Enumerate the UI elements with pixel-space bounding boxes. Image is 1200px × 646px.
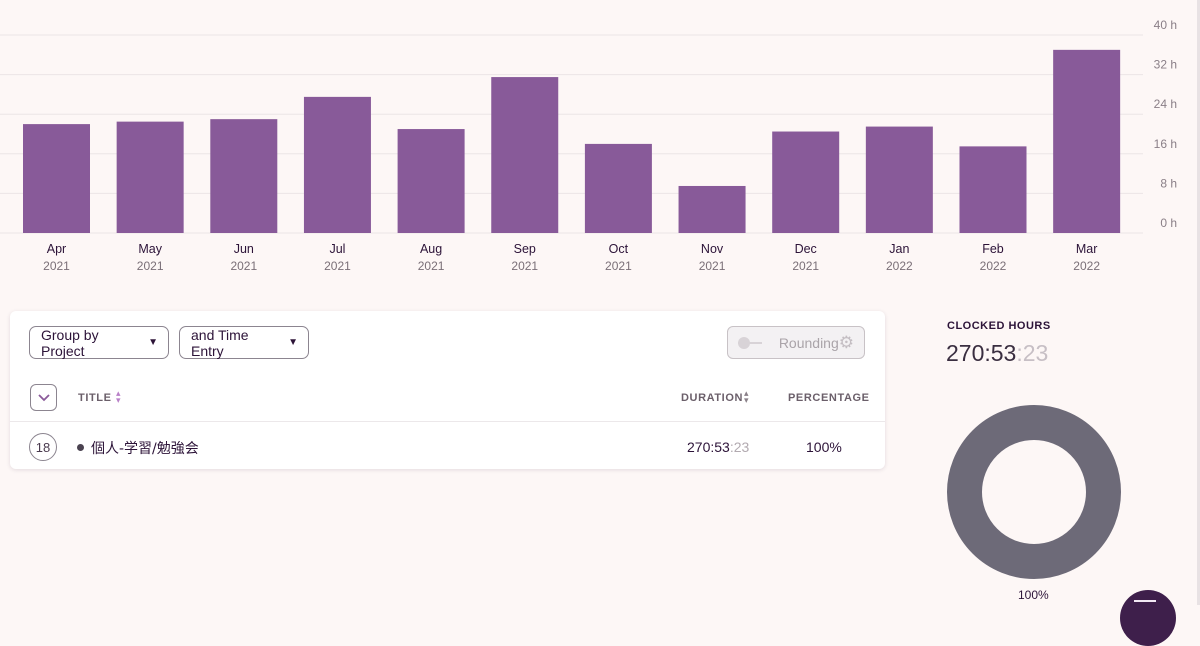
y-axis-ticks: 0 h 8 h 16 h 24 h 32 h 40 h: [1154, 18, 1177, 230]
y-tick-label: 40 h: [1154, 18, 1177, 32]
x-tick-label: Dec: [795, 242, 817, 256]
menu-icon: [1134, 600, 1156, 608]
chart-bar[interactable]: [116, 121, 184, 233]
y-tick-label: 16 h: [1154, 137, 1177, 151]
x-tick-label: May: [138, 242, 162, 256]
project-donut-chart: [947, 405, 1121, 579]
x-tick-label: Jan: [889, 242, 909, 256]
x-tick-year-label: 2021: [137, 259, 164, 273]
project-title[interactable]: 個人-学習/勉強会: [91, 441, 199, 457]
donut-percentage-label: 100%: [1018, 588, 1049, 602]
chart-bar[interactable]: [491, 77, 559, 233]
x-tick-year-label: 2021: [699, 259, 726, 273]
clocked-hours-label: CLOCKED HOURS: [947, 320, 1051, 332]
row-duration-seconds: :23: [729, 439, 750, 455]
row-percentage: 100%: [806, 439, 842, 455]
y-tick-label: 0 h: [1160, 216, 1177, 230]
chart-gridlines: [0, 34, 1143, 234]
chart-bar[interactable]: [1053, 49, 1121, 233]
entry-count: 18: [35, 439, 51, 455]
y-tick-label: 32 h: [1154, 58, 1177, 72]
subgroup-label: and Time Entry: [191, 326, 249, 359]
entry-count-badge[interactable]: 18: [29, 433, 57, 461]
report-table-panel: Group by Project ▼ and Time Entry ▼ Roun…: [10, 311, 885, 469]
y-tick-label: 24 h: [1154, 97, 1177, 111]
rounding-toggle[interactable]: Rounding ⚙: [727, 326, 865, 359]
x-tick-year-label: 2022: [980, 259, 1007, 273]
x-tick-label: Apr: [47, 242, 66, 256]
chevron-down-icon: [37, 393, 50, 401]
x-tick-year-label: 2021: [43, 259, 70, 273]
clocked-hours-main: 270:53: [946, 340, 1017, 366]
x-tick-year-label: 2021: [324, 259, 351, 273]
chart-bar[interactable]: [397, 129, 465, 233]
chart-bar[interactable]: [303, 96, 371, 233]
hours-bar-chart: 0 h 8 h 16 h 24 h 32 h 40 h Apr 2021 May 2021 Jun…: [0, 18, 1177, 273]
chart-bar[interactable]: [959, 146, 1027, 233]
x-tick-year-label: 2021: [792, 259, 819, 273]
x-axis-ticks: Apr 2021 May 2021 Jun 2021 Jul 2021 Aug 2021 Sep 20…: [43, 242, 1100, 273]
gear-icon[interactable]: ⚙: [838, 332, 854, 352]
y-tick-label: 8 h: [1160, 176, 1177, 190]
chart-bar[interactable]: [23, 124, 90, 233]
toggle-switch[interactable]: [738, 336, 762, 349]
x-tick-label: Jul: [329, 242, 345, 256]
sort-icon[interactable]: ▴ ▾: [116, 388, 121, 405]
x-tick-year-label: 2022: [1073, 259, 1100, 273]
chart-bars: [23, 49, 1121, 233]
column-header-percentage: PERCENTAGE: [788, 392, 870, 404]
project-color-dot: [77, 444, 84, 451]
chart-bar[interactable]: [865, 126, 933, 233]
group-by-dropdown[interactable]: Group by Project ▼: [29, 326, 169, 359]
group-by-label: Group by Project: [41, 326, 99, 359]
x-tick-year-label: 2022: [886, 259, 913, 273]
x-tick-label: Nov: [701, 242, 724, 256]
add-entry-fab[interactable]: [1120, 590, 1176, 646]
chart-bar[interactable]: [210, 119, 278, 233]
x-tick-label: Aug: [420, 242, 442, 256]
x-tick-label: Sep: [514, 242, 536, 256]
clocked-hours-seconds: :23: [1016, 340, 1049, 366]
column-header-title[interactable]: TITLE: [78, 392, 112, 404]
x-tick-label: Jun: [234, 242, 254, 256]
x-tick-label: Oct: [609, 242, 629, 256]
row-duration: 270:53:23: [687, 439, 749, 455]
clocked-hours-value: 270:53:23: [946, 340, 1048, 367]
row-duration-main: 270:53: [687, 439, 730, 455]
chart-bar[interactable]: [678, 185, 746, 233]
expand-all-button[interactable]: [30, 384, 57, 411]
column-header-duration[interactable]: DURATION: [681, 392, 744, 404]
subgroup-dropdown[interactable]: and Time Entry ▼: [179, 326, 309, 359]
x-tick-year-label: 2021: [418, 259, 445, 273]
x-tick-label: Mar: [1076, 242, 1098, 256]
chevron-down-icon: ▼: [148, 337, 158, 348]
sort-icon[interactable]: ▴ ▾: [744, 388, 749, 405]
chart-bar[interactable]: [584, 143, 652, 233]
donut-slice[interactable]: [947, 405, 1121, 579]
x-tick-label: Feb: [982, 242, 1004, 256]
chart-bar[interactable]: [772, 131, 840, 233]
rounding-label: Rounding: [778, 334, 839, 351]
x-tick-year-label: 2021: [605, 259, 632, 273]
x-tick-year-label: 2021: [230, 259, 257, 273]
page-right-border: [1197, 0, 1200, 605]
chevron-down-icon: ▼: [288, 337, 298, 348]
row-divider: [10, 421, 885, 422]
x-tick-year-label: 2021: [511, 259, 538, 273]
